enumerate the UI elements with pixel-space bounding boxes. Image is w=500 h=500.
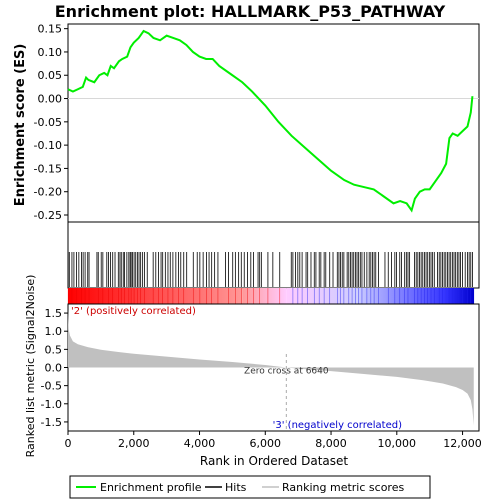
x-tick-label: 4,000 bbox=[184, 437, 216, 450]
es-plot-frame bbox=[67, 23, 480, 223]
es-y-tick-label: 0.10 bbox=[38, 46, 63, 59]
es-y-tick-label: 0.00 bbox=[38, 93, 63, 106]
x-axis-label: Rank in Ordered Dataset bbox=[200, 454, 348, 468]
ranking-y-axis: 1.5 1.0 0.5 0.0 -0.5 -1.0 -1.5 bbox=[41, 307, 68, 429]
ranking-bar-segment bbox=[286, 288, 358, 304]
es-y-axis-label: Enrichment score (ES) bbox=[13, 44, 28, 207]
ranking-y-tick-label: -1.0 bbox=[41, 398, 62, 411]
ranking-y-tick-label: 0.5 bbox=[45, 343, 63, 356]
x-tick-label: 2,000 bbox=[118, 437, 150, 450]
ranking-bar-segment bbox=[357, 288, 446, 304]
ranking-y-tick-label: -0.5 bbox=[41, 380, 62, 393]
zero-cross-label: Zero cross at 6640 bbox=[244, 367, 329, 377]
es-y-axis: 0.15 0.10 0.05 0.00 -0.05 -0.10 -0.15 -0.20 -0.2… bbox=[34, 23, 68, 222]
x-tick-label: 6,000 bbox=[250, 437, 282, 450]
x-axis: 0 2,000 4,000 6,000 8,000 10,000 12,000 bbox=[65, 431, 482, 450]
ranking-y-axis-label: Ranked list metric (Signal2Noise) bbox=[24, 275, 37, 458]
negative-correlation-label: '3' (negatively correlated) bbox=[273, 420, 402, 431]
legend-hits-label: Hits bbox=[225, 481, 247, 494]
es-y-tick-label: -0.05 bbox=[34, 116, 62, 129]
x-tick-label: 8,000 bbox=[315, 437, 347, 450]
legend-enrichment-label: Enrichment profile bbox=[100, 481, 202, 494]
enrichment-profile-line bbox=[67, 29, 474, 213]
ranking-y-tick-label: 1.5 bbox=[45, 307, 63, 320]
hits-plot-frame bbox=[67, 221, 480, 289]
es-y-tick-label: -0.10 bbox=[34, 139, 62, 152]
ranking-y-tick-label: -1.5 bbox=[41, 416, 62, 429]
x-tick-label: 0 bbox=[65, 437, 72, 450]
positive-correlation-label: '2' (positively correlated) bbox=[71, 306, 196, 317]
ranking-y-tick-label: 0.0 bbox=[45, 362, 63, 375]
x-tick-label: 12,000 bbox=[443, 437, 482, 450]
ranking-bar-segment bbox=[445, 288, 475, 304]
ranking-color-bar bbox=[67, 288, 475, 304]
chart-title: Enrichment plot: HALLMARK_P53_PATHWAY bbox=[55, 2, 446, 21]
legend-box bbox=[69, 475, 431, 499]
es-y-tick-label: 0.05 bbox=[38, 69, 63, 82]
es-y-tick-label: -0.25 bbox=[34, 209, 62, 222]
hits-marks bbox=[67, 252, 473, 287]
es-y-tick-label: -0.20 bbox=[34, 186, 62, 199]
es-y-tick-label: 0.15 bbox=[38, 23, 63, 36]
ranking-y-tick-label: 1.0 bbox=[45, 325, 63, 338]
es-y-tick-label: -0.15 bbox=[34, 162, 62, 175]
ranking-metric-area bbox=[68, 309, 474, 426]
ranking-bar-segment bbox=[68, 288, 243, 304]
ranking-metric-area-group bbox=[68, 309, 474, 426]
legend-ranking-label: Ranking metric scores bbox=[282, 481, 404, 494]
legend: Enrichment profile Hits Ranking metric s… bbox=[69, 475, 431, 499]
x-tick-label: 10,000 bbox=[378, 437, 417, 450]
